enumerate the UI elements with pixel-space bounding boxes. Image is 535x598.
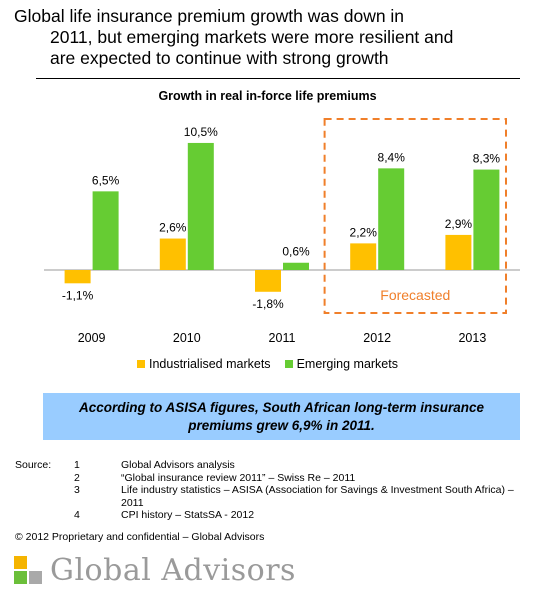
bar-industrialised-2012 (350, 243, 377, 270)
bar-industrialised-2010 (159, 238, 186, 270)
global-advisors-logo: Global Advisors (14, 553, 296, 588)
legend-item-industrialised: Industrialised markets (136, 357, 271, 371)
data-label: 2,2% (350, 225, 378, 239)
x-tick-label: 2011 (269, 331, 296, 345)
callout-line-2: premiums grew 6,9% in 2011. (188, 417, 375, 433)
headline-divider (36, 78, 520, 79)
data-label: 10,5% (184, 125, 218, 139)
forecast-label: Forecasted (380, 287, 450, 303)
x-tick-label: 2010 (173, 331, 201, 345)
headline: Global life insurance premium growth was… (14, 6, 522, 69)
headline-line-2: 2011, but emerging markets were more res… (50, 27, 454, 47)
bar-emerging-2012 (378, 168, 405, 270)
source-number: 3 (74, 484, 80, 496)
bar-emerging-2009 (92, 191, 119, 270)
sources-list: Source: 1 Global Advisors analysis 2 “Gl… (15, 459, 525, 522)
source-number: 4 (74, 509, 80, 521)
source-row: 4 CPI history – StatsSA - 2012 (15, 509, 525, 522)
legend-item-emerging: Emerging markets (284, 357, 398, 371)
data-label: 6,5% (92, 173, 120, 187)
chart-title: Growth in real in-force life premiums (158, 89, 377, 103)
headline-line-3: are expected to continue with strong gro… (50, 48, 389, 68)
callout-box: According to ASISA figures, South Africa… (43, 393, 520, 440)
data-label: 8,4% (378, 150, 406, 164)
data-label: -1,8% (252, 297, 284, 311)
source-number: 2 (74, 471, 80, 484)
callout-line-1: According to ASISA figures, South Africa… (78, 399, 485, 415)
chart-legend: Industrialised markets Emerging markets (0, 357, 535, 371)
source-row: Source: 1 Global Advisors analysis (15, 459, 525, 472)
bar-chart: Forecasted -1,1% 6,5% 2009 2,6% 10,5% 2010 -1,8… (44, 118, 520, 345)
data-label: 2,9% (445, 217, 473, 231)
bar-emerging-2010 (187, 142, 214, 270)
bar-industrialised-2011 (255, 270, 281, 292)
source-text: CPI history – StatsSA - 2012 (121, 509, 255, 521)
data-label: 8,3% (473, 152, 501, 166)
source-text: Global Advisors analysis (121, 459, 235, 471)
bar-emerging-2011 (283, 262, 309, 270)
copyright-notice: © 2012 Proprietary and confidential – Gl… (15, 531, 265, 543)
headline-line-1: Global life insurance premium growth was… (14, 6, 405, 26)
data-label: -1,1% (62, 288, 94, 302)
logo-squares-icon (14, 555, 44, 586)
source-row: 2 “Global insurance review 2011” – Swiss… (15, 472, 525, 485)
x-tick-label: 2012 (363, 331, 391, 345)
bar-emerging-2013 (473, 169, 500, 270)
x-tick-label: 2013 (458, 331, 486, 345)
x-tick-label: 2009 (78, 331, 106, 345)
bar-industrialised-2013 (445, 234, 472, 270)
legend-label-emerging: Emerging markets (296, 357, 398, 371)
legend-swatch-industrialised (136, 360, 145, 368)
sources-label: Source: (15, 459, 52, 471)
source-row: 3 Life industry statistics – ASISA (Asso… (15, 484, 525, 509)
source-text: Life industry statistics – ASISA (Associ… (121, 484, 514, 509)
forecast-box (323, 118, 507, 314)
source-text: “Global insurance review 2011” – Swiss R… (121, 471, 356, 484)
legend-label-industrialised: Industrialised markets (148, 357, 271, 371)
data-label: 0,6% (282, 245, 310, 259)
logo-text: Global Advisors (50, 553, 296, 588)
data-label: 2,6% (159, 221, 187, 235)
bar-industrialised-2009 (64, 270, 91, 284)
source-number: 1 (74, 459, 80, 471)
legend-swatch-emerging (284, 360, 293, 368)
